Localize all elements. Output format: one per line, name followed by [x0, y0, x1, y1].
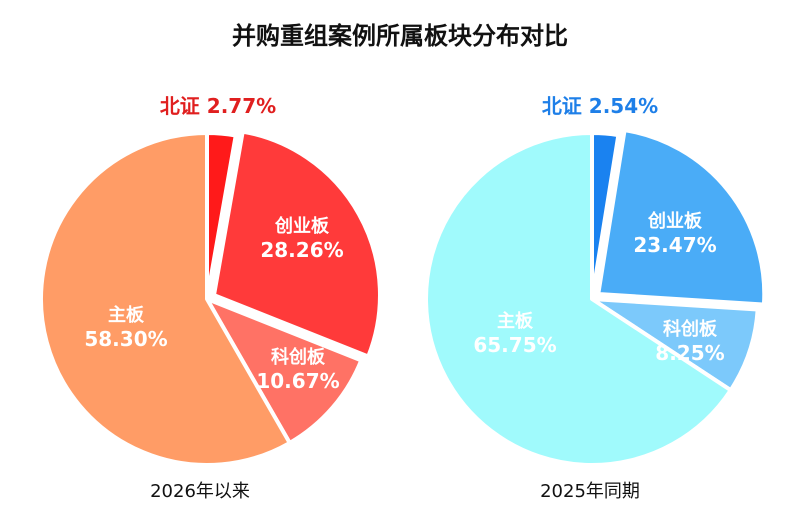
- slice-value: 58.30%: [84, 327, 167, 351]
- caption-right: 2025年同期: [540, 481, 640, 502]
- slice-label: 主板: [497, 310, 534, 332]
- slice-label-external: 北证 2.54%: [542, 94, 658, 118]
- pie-slice-left-2: [205, 297, 364, 445]
- slice-label-external: 北证 2.77%: [160, 94, 276, 118]
- pie-slice-right-3: [424, 131, 733, 467]
- slice-value: 28.26%: [260, 238, 343, 262]
- slice-value: 65.75%: [473, 333, 556, 357]
- chart-title: 并购重组案例所属板块分布对比: [232, 22, 568, 50]
- slice-label: 创业板: [274, 215, 330, 237]
- pie-slice-left-1: [211, 129, 382, 359]
- slice-label: 科创板: [663, 318, 718, 340]
- slice-label: 科创板: [271, 346, 326, 368]
- pie-slice-right-1: [596, 128, 767, 307]
- slice-label: 主板: [108, 304, 145, 326]
- slice-value: 10.67%: [256, 369, 339, 393]
- pie-slice-left-3: [39, 131, 292, 467]
- slice-value: 8.25%: [655, 341, 724, 365]
- caption-left: 2026年以来: [150, 481, 250, 502]
- slice-label: 创业板: [647, 210, 703, 232]
- slice-value: 23.47%: [633, 233, 716, 257]
